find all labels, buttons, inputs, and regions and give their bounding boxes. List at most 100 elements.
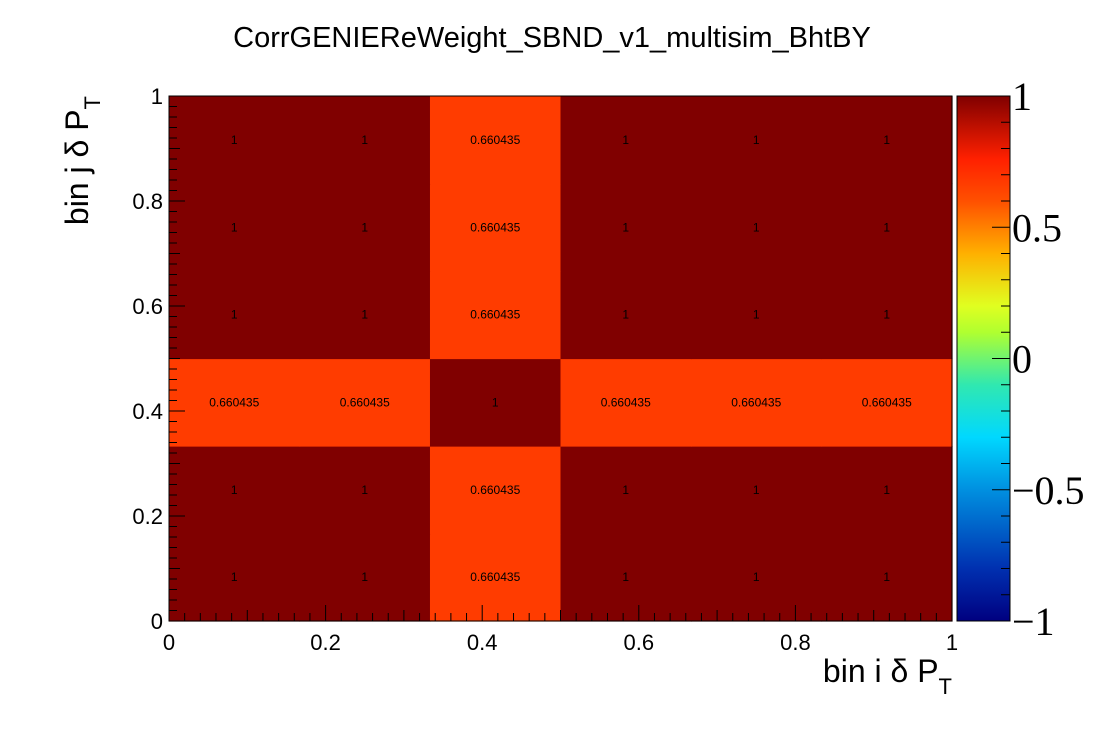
heatmap-cell-labels: 1 1 0.660435 1 1 1 1 1 0.660435 1 1 1 0.660435 0.6604… — [209, 133, 912, 584]
y-tick-label: 0.2 — [132, 504, 163, 529]
cell-value-label: 1 — [622, 483, 629, 497]
colorbar-ticks — [992, 95, 1010, 622]
heatmap-cell — [560, 183, 692, 272]
heatmap-cell — [821, 533, 953, 622]
cell-value-label: 1 — [231, 308, 238, 322]
x-tick-label: 1 — [946, 630, 958, 655]
cell-value-label: 1 — [231, 570, 238, 584]
heatmap-cell — [821, 446, 953, 535]
heatmap-cell — [560, 533, 692, 622]
y-tick-label: 0.6 — [132, 294, 163, 319]
heatmap-cell — [299, 270, 431, 360]
cell-value-label: 1 — [753, 483, 760, 497]
cell-value-label: 1 — [361, 133, 368, 147]
x-axis-label: bin i δ PT — [823, 653, 952, 699]
heatmap-cell — [429, 446, 562, 535]
x-tick-label: 0 — [163, 630, 175, 655]
heatmap-cell — [299, 446, 431, 535]
cell-value-label: 1 — [361, 483, 368, 497]
heatmap-cell — [429, 96, 562, 185]
heatmap-cell — [691, 270, 823, 360]
chart-title: CorrGENIEReWeight_SBND_v1_multisim_BhtBY — [233, 22, 871, 54]
heatmap-cell — [429, 533, 562, 622]
x-tick-label: 0.6 — [624, 630, 655, 655]
heatmap-cell — [299, 358, 431, 447]
cell-value-label: 0.660435 — [731, 395, 781, 409]
heatmap-cell — [560, 270, 692, 360]
colorbar-label: 1 — [1012, 74, 1032, 119]
cell-value-label: 0.660435 — [209, 395, 259, 409]
heatmap-cell — [560, 96, 692, 185]
cell-value-label: 0.660435 — [470, 570, 520, 584]
heatmap-cell — [821, 183, 953, 272]
x-tick-label: 0.2 — [310, 630, 341, 655]
heatmap-cell — [821, 358, 953, 447]
colorbar-label: −0.5 — [1012, 468, 1085, 513]
heatmap-cell — [691, 96, 823, 185]
heatmap-cell — [429, 270, 562, 360]
cell-value-label: 1 — [361, 308, 368, 322]
heatmap-cell — [169, 270, 301, 360]
cell-value-label: 1 — [492, 395, 499, 409]
cell-value-label: 1 — [883, 570, 890, 584]
y-tick-label: 0.4 — [132, 399, 163, 424]
y-tick-label: 0.8 — [132, 189, 163, 214]
heatmap-cell — [691, 358, 823, 447]
heatmap-cell — [299, 96, 431, 185]
cell-value-label: 1 — [883, 308, 890, 322]
axis-ticks — [168, 95, 953, 622]
cell-value-label: 1 — [231, 220, 238, 234]
colorbar-labels: 1 0.5 0 −0.5 −1 — [1012, 74, 1085, 644]
cell-value-label: 1 — [622, 220, 629, 234]
cell-value-label: 1 — [622, 570, 629, 584]
cell-value-label: 1 — [622, 308, 629, 322]
heatmap-cell — [821, 96, 953, 185]
heatmap-cell — [560, 358, 692, 447]
heatmap-cell — [169, 533, 301, 622]
heatmap-cell — [299, 533, 431, 622]
heatmap-cell — [429, 183, 562, 272]
heatmap-cell — [169, 446, 301, 535]
heatmap-cell — [169, 96, 301, 185]
cell-value-label: 1 — [883, 133, 890, 147]
cell-value-label: 1 — [231, 133, 238, 147]
cell-value-label: 1 — [753, 308, 760, 322]
heatmap-cell — [169, 183, 301, 272]
y-tick-label: 1 — [151, 84, 163, 109]
cell-value-label: 0.660435 — [340, 395, 390, 409]
heatmap-cell — [691, 446, 823, 535]
y-axis-label: bin j δ PT — [59, 96, 105, 225]
cell-value-label: 1 — [883, 483, 890, 497]
cell-value-label: 1 — [622, 133, 629, 147]
x-tick-labels: 0 0.2 0.4 0.6 0.8 1 — [163, 630, 958, 655]
y-tick-labels: 0 0.2 0.4 0.6 0.8 1 — [132, 84, 163, 634]
heatmap-cell — [429, 358, 562, 447]
cell-value-label: 0.660435 — [470, 220, 520, 234]
colorbar-label: 0 — [1012, 337, 1032, 382]
cell-value-label: 1 — [361, 570, 368, 584]
cell-value-label: 0.660435 — [601, 395, 651, 409]
cell-value-label: 1 — [231, 483, 238, 497]
colorbar-label: 0.5 — [1012, 205, 1062, 250]
cell-value-label: 1 — [883, 220, 890, 234]
cell-value-label: 0.660435 — [470, 308, 520, 322]
heatmap-cell — [299, 183, 431, 272]
colorbar-label: −1 — [1012, 599, 1055, 644]
cell-value-label: 1 — [753, 220, 760, 234]
x-tick-label: 0.8 — [780, 630, 811, 655]
heatmap-cell — [169, 358, 301, 447]
heatmap-cell — [560, 446, 692, 535]
cell-value-label: 0.660435 — [470, 133, 520, 147]
cell-value-label: 1 — [753, 570, 760, 584]
cell-value-label: 1 — [361, 220, 368, 234]
heatmap-cell — [691, 183, 823, 272]
y-tick-label: 0 — [151, 609, 163, 634]
heatmap-cell — [691, 533, 823, 622]
x-tick-label: 0.4 — [467, 630, 498, 655]
cell-value-label: 0.660435 — [862, 395, 912, 409]
heatmap-cells — [169, 96, 953, 622]
cell-value-label: 1 — [753, 133, 760, 147]
cell-value-label: 0.660435 — [470, 483, 520, 497]
heatmap-cell — [821, 270, 953, 360]
